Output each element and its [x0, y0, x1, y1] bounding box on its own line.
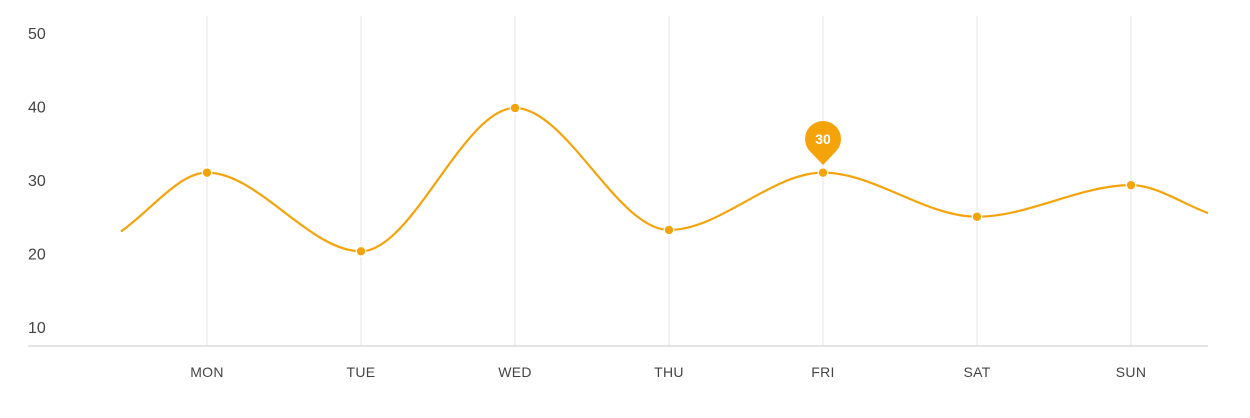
x-axis: MON TUE WED THU FRI SAT SUN — [190, 364, 1146, 380]
y-tick-label: 50 — [28, 26, 46, 43]
x-tick-label: THU — [654, 364, 684, 380]
points-layer — [201, 102, 1137, 257]
highlight-pin: 30 — [805, 120, 841, 165]
y-tick-label: 40 — [28, 100, 46, 117]
grid-layer — [28, 16, 1208, 347]
series-line — [120, 106, 1209, 253]
data-point-mon[interactable] — [201, 167, 213, 179]
highlight-layer: 30 — [805, 120, 841, 165]
x-tick-label: SAT — [963, 364, 990, 380]
pin-marker — [805, 120, 841, 165]
y-tick-label: 10 — [28, 320, 46, 337]
data-point-tue[interactable] — [355, 245, 367, 257]
data-point-sun[interactable] — [1125, 179, 1137, 191]
y-tick-label: 30 — [28, 173, 46, 190]
y-axis: 50 40 30 20 10 — [28, 26, 46, 337]
x-tick-label: SUN — [1116, 364, 1146, 380]
x-tick-label: FRI — [811, 364, 834, 380]
data-point-fri[interactable] — [817, 167, 829, 179]
x-tick-label: WED — [498, 364, 532, 380]
series-layer — [120, 106, 1209, 253]
y-tick-label: 20 — [28, 247, 46, 264]
data-point-sat[interactable] — [971, 211, 983, 223]
x-tick-label: MON — [190, 364, 224, 380]
data-point-wed[interactable] — [509, 102, 521, 114]
x-tick-label: TUE — [347, 364, 376, 380]
pin-value-label: 30 — [815, 131, 831, 147]
data-point-thu[interactable] — [663, 224, 675, 236]
